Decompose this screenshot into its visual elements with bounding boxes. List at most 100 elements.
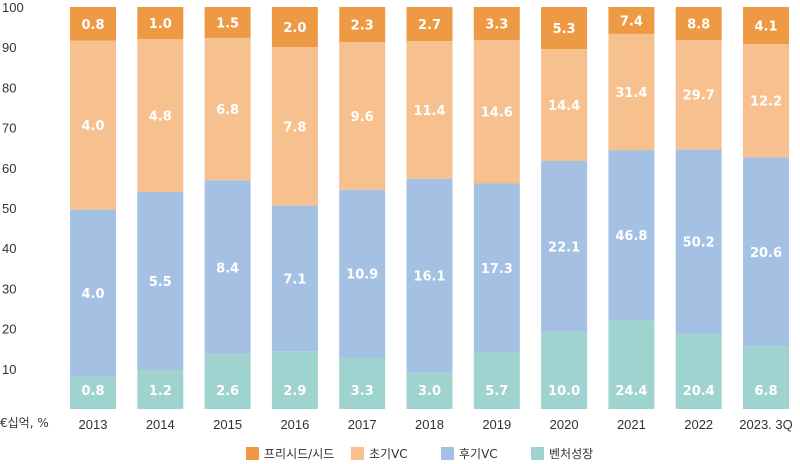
data-label: 6.8 — [216, 103, 239, 118]
bar-segment — [70, 7, 116, 41]
bar-segment — [608, 33, 655, 151]
x-tick-label: 2022 — [684, 417, 713, 432]
legend-label: 프리시드/시드 — [264, 447, 334, 461]
y-tick-label: 30 — [2, 281, 16, 296]
data-label: 8.8 — [687, 17, 710, 32]
bar-segment — [406, 178, 453, 373]
x-tick-label: 2014 — [146, 417, 175, 432]
x-axis: 2013 2014 2015 2016 2017 2018 2019 2020 2021 2022… — [79, 417, 793, 432]
x-tick-label: 2023. 3Q — [739, 417, 793, 432]
data-label: 24.4 — [615, 384, 647, 399]
data-label: 3.3 — [351, 384, 374, 399]
bars-group: 0.8 4.0 4.0 0.8 1.2 5.5 4.8 1.0 2.6 8.4 6.8 1.5 2.9 7… — [70, 7, 789, 409]
bar-segment — [137, 7, 184, 40]
data-label: 12.2 — [750, 95, 782, 110]
bar-segment — [137, 191, 184, 371]
y-tick-label: 90 — [2, 40, 16, 55]
data-label: 1.5 — [216, 16, 239, 31]
y-tick-label: 60 — [2, 161, 16, 176]
bar-segment — [137, 370, 184, 409]
bar-segment — [406, 41, 453, 179]
x-tick-label: 2017 — [348, 417, 377, 432]
bar-segment — [473, 183, 520, 353]
bar-segment — [339, 189, 386, 358]
legend-label: 후기VC — [459, 447, 498, 461]
data-label: 46.8 — [615, 229, 647, 244]
data-label: 5.5 — [149, 275, 172, 290]
data-label: 10.0 — [548, 384, 580, 399]
bar-segment — [541, 331, 588, 409]
legend: 프리시드/시드 초기VC 후기VC 벤처성장 — [246, 447, 593, 461]
bar-segment — [473, 39, 520, 184]
x-tick-label: 2018 — [415, 417, 444, 432]
legend-swatch — [246, 447, 259, 460]
data-label: 2.6 — [216, 384, 239, 399]
x-tick-label: 2015 — [213, 417, 242, 432]
bar-segment — [675, 149, 722, 334]
bar-segment — [137, 39, 184, 192]
y-tick-label: 50 — [2, 201, 16, 216]
bar-segment — [608, 320, 655, 409]
bar-segment — [339, 7, 386, 42]
data-label: 1.2 — [149, 384, 172, 399]
data-label: 2.7 — [418, 18, 441, 33]
bar-segment — [70, 209, 116, 377]
bar-segment — [675, 333, 722, 409]
x-tick-label: 2016 — [280, 417, 309, 432]
bar-segment — [675, 7, 722, 40]
bar-segment — [608, 7, 655, 34]
legend-swatch — [531, 447, 544, 460]
bar-segment — [204, 37, 251, 181]
bar-segment — [541, 49, 588, 161]
bar-segment — [271, 205, 318, 352]
data-label: 9.6 — [351, 110, 374, 125]
bar-segment — [541, 160, 588, 332]
data-label: 29.7 — [683, 89, 715, 104]
legend-label: 벤처성장 — [549, 447, 593, 461]
data-label: 0.8 — [81, 18, 104, 33]
data-label: 1.0 — [149, 17, 172, 32]
data-label: 20.4 — [683, 384, 715, 399]
y-tick-label: 10 — [2, 362, 16, 377]
bar-segment — [675, 39, 722, 150]
data-label: 4.0 — [81, 119, 104, 134]
data-label: 22.1 — [548, 240, 580, 255]
y-tick-label: 40 — [2, 241, 16, 256]
data-label: 17.3 — [481, 262, 513, 277]
bar-segment — [271, 47, 318, 206]
bar-segment — [204, 354, 251, 409]
y-tick-label: 80 — [2, 80, 16, 95]
unit-label: €십억, % — [0, 416, 49, 430]
data-label: 2.9 — [283, 384, 306, 399]
x-tick-label: 2019 — [482, 417, 511, 432]
bar-segment — [271, 351, 318, 409]
bar-segment — [204, 7, 251, 38]
bar-segment — [339, 357, 386, 409]
data-label: 0.8 — [81, 384, 104, 399]
data-label: 20.6 — [750, 246, 782, 261]
bar-segment — [406, 7, 453, 42]
bar-segment — [70, 376, 116, 409]
data-label: 16.1 — [413, 270, 445, 285]
bar-segment — [608, 150, 655, 321]
legend-label: 초기VC — [369, 447, 408, 461]
data-label: 7.1 — [283, 272, 306, 287]
bar-segment — [339, 41, 386, 190]
legend-swatch — [351, 447, 364, 460]
y-tick-label: 100 — [2, 0, 24, 15]
data-label: 3.0 — [418, 384, 441, 399]
bar-segment — [743, 157, 789, 347]
bar-segment — [743, 7, 789, 44]
bar-segment — [271, 7, 318, 48]
data-label: 2.3 — [351, 18, 374, 33]
data-label: 6.8 — [754, 384, 777, 399]
data-label: 7.4 — [620, 14, 643, 29]
bar-segment — [406, 372, 453, 409]
data-label: 31.4 — [615, 86, 647, 101]
data-label: 4.1 — [754, 19, 777, 34]
data-label: 5.7 — [485, 384, 508, 399]
data-label: 14.4 — [548, 99, 580, 114]
data-label: 2.0 — [283, 21, 306, 36]
data-label: 5.3 — [553, 22, 576, 37]
